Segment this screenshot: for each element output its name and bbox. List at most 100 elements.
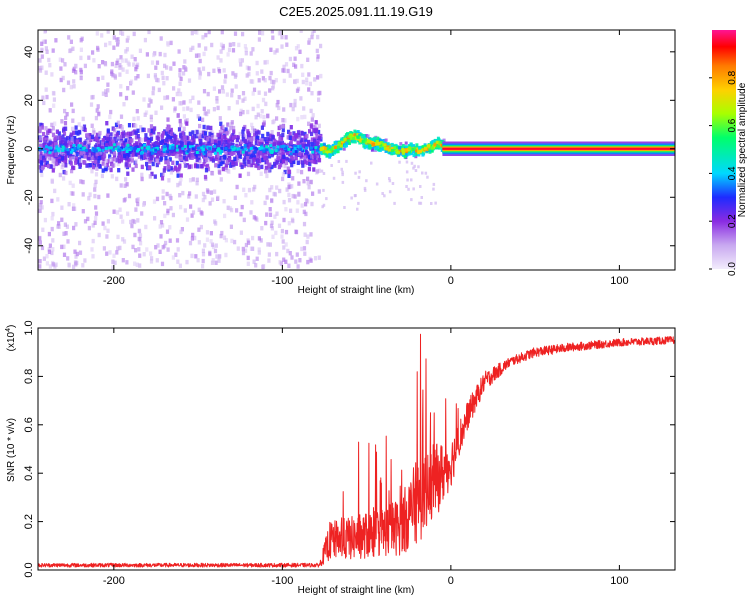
- spectrogram-cell: [269, 141, 273, 146]
- spectrogram-cell: [121, 133, 126, 139]
- spectrogram-cell: [149, 155, 154, 161]
- spectrogram-cell: [243, 96, 247, 101]
- spectrogram-cell: [246, 255, 250, 261]
- spectrogram-cell: [242, 217, 246, 223]
- spectrogram-cell: [290, 162, 294, 168]
- spectrogram-cell: [121, 153, 125, 159]
- spectrogram-cell: [231, 133, 235, 138]
- spectrogram-cell: [70, 168, 74, 174]
- spectrogram-cell: [38, 126, 42, 131]
- spectrogram-cell: [54, 38, 58, 43]
- spectrogram-cell: [281, 159, 285, 164]
- spectrogram-cell: [232, 42, 236, 47]
- spectrogram-cell: [163, 213, 167, 219]
- spectrogram-cell: [79, 179, 83, 184]
- spectrogram-cell: [249, 137, 253, 142]
- spectrogram-cell: [412, 150, 416, 154]
- spectrogram-cell: [294, 150, 298, 154]
- spectrogram-cell: [156, 78, 160, 83]
- spectrogram-cell: [246, 109, 250, 115]
- spectrogram-cell: [304, 211, 308, 217]
- spectrogram-cell: [116, 142, 120, 147]
- spectrogram-cell: [212, 107, 216, 112]
- spectrogram-cell: [178, 81, 182, 86]
- spectrogram-cell: [40, 47, 44, 52]
- spectrogram-cell: [147, 145, 151, 149]
- spectrogram-cell: [89, 102, 94, 107]
- spectrogram-cell: [116, 161, 120, 167]
- spectrogram-cell: [97, 232, 101, 238]
- spectrogram-cell: [178, 73, 182, 78]
- spectrogram-cell: [90, 123, 94, 128]
- spectrogram-cell: [52, 103, 56, 108]
- spectrogram-cell: [136, 116, 140, 121]
- spectrogram-cell: [66, 239, 70, 244]
- spectrogram-cell: [263, 200, 267, 206]
- spectrogram-cell: [307, 37, 311, 43]
- spectrogram-cell: [382, 139, 386, 143]
- spectrogram-cell: [372, 142, 375, 146]
- spectrogram-cell: [40, 144, 44, 149]
- spectrogram-cell: [287, 142, 291, 148]
- spectrogram-cell: [241, 148, 245, 152]
- spectrogram-cell: [59, 77, 63, 83]
- spectrogram-cell: [259, 146, 263, 150]
- spectrogram-cell: [255, 60, 259, 66]
- spectrogram-cell: [417, 153, 421, 157]
- spectrogram-cell: [147, 165, 151, 170]
- spectrogram-cell: [193, 235, 197, 241]
- spectrogram-cell: [167, 137, 171, 142]
- spectrogram-cell: [116, 246, 120, 251]
- spectrogram-cell: [66, 148, 70, 152]
- spectrogram-cell: [57, 221, 61, 226]
- spectrogram-cell: [45, 145, 48, 149]
- spectrogram-cell: [173, 106, 177, 111]
- spectrogram-cell: [346, 139, 350, 143]
- spectrogram-cell: [319, 73, 323, 79]
- spectrogram-cell: [179, 173, 183, 178]
- spectrogram-cell: [366, 134, 370, 138]
- spectrogram-cell: [119, 134, 123, 140]
- spectrogram-cell: [201, 142, 205, 147]
- spectrogram-cell: [113, 260, 117, 265]
- spectrogram-cell: [63, 108, 67, 114]
- spectrogram-cell: [160, 70, 164, 76]
- spectrogram-cell: [191, 45, 195, 51]
- spectrogram-cell: [289, 102, 293, 108]
- spectrogram-cell: [311, 147, 315, 151]
- spectrogram-cell: [273, 150, 277, 155]
- spectrogram-cell: [272, 142, 277, 147]
- spectrogram-cell: [300, 131, 304, 136]
- spectrogram-cell: [118, 154, 122, 160]
- spectrogram-cell: [150, 60, 155, 65]
- spectrogram-cell: [198, 58, 202, 64]
- spectrogram-cell: [91, 223, 95, 228]
- spectrogram-cell: [310, 154, 314, 159]
- spectrogram-cell: [178, 181, 182, 186]
- spectrogram-cell: [207, 155, 211, 160]
- spectrogram-cell: [148, 97, 152, 102]
- spectrogram-cell: [150, 171, 154, 177]
- spectrogram-cell: [41, 165, 45, 171]
- spectrogram-cell: [80, 153, 84, 159]
- spectrogram-cell: [79, 47, 83, 52]
- spectrogram-cell: [56, 224, 60, 229]
- spectrogram-cell: [306, 234, 310, 239]
- spectrogram-cell: [285, 148, 289, 152]
- spectrogram-cell: [418, 150, 422, 154]
- spectrogram-cell: [127, 152, 131, 157]
- spectrogram-cell: [176, 259, 180, 264]
- spectrogram-cell: [261, 146, 265, 150]
- spectrogram-cell: [346, 133, 349, 137]
- spectrogram-cell: [87, 143, 91, 148]
- spectrogram-cell: [235, 184, 239, 190]
- spectrogram-cell: [157, 160, 161, 165]
- spectrogram-cell: [170, 148, 174, 154]
- spectrogram-cell: [187, 194, 191, 199]
- spectrogram-cell: [117, 168, 121, 173]
- spectrogram-cell: [209, 190, 213, 195]
- spectrogram-cell: [155, 145, 159, 149]
- spectrogram-cell: [324, 152, 328, 156]
- spectrogram-cell: [62, 169, 66, 175]
